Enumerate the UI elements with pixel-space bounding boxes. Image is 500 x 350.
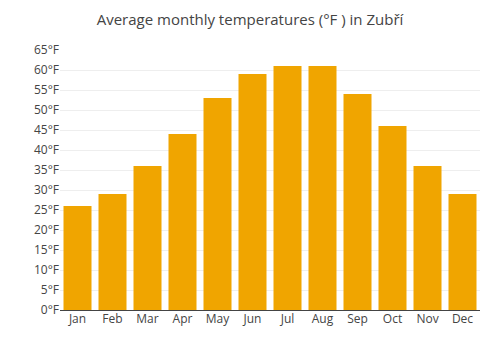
svg-text:65°F: 65°F — [34, 41, 59, 58]
svg-text:40°F: 40°F — [34, 141, 59, 158]
svg-text:10°F: 10°F — [34, 261, 59, 278]
svg-text:Mar: Mar — [136, 310, 158, 327]
svg-text:May: May — [206, 310, 230, 327]
svg-text:Jul: Jul — [280, 310, 295, 327]
svg-text:Jan: Jan — [68, 310, 86, 327]
svg-text:60°F: 60°F — [34, 61, 59, 78]
svg-text:45°F: 45°F — [34, 121, 59, 138]
svg-text:Average monthly temperatures (: Average monthly temperatures (°F ) in Zu… — [97, 9, 405, 29]
svg-text:Oct: Oct — [383, 310, 402, 327]
svg-text:15°F: 15°F — [34, 241, 59, 258]
svg-text:5°F: 5°F — [41, 281, 59, 298]
svg-text:Dec: Dec — [452, 310, 473, 327]
svg-text:35°F: 35°F — [34, 161, 59, 178]
svg-text:20°F: 20°F — [34, 221, 59, 238]
svg-text:Aug: Aug — [312, 310, 334, 327]
svg-text:50°F: 50°F — [34, 101, 59, 118]
svg-text:Jun: Jun — [243, 310, 262, 327]
svg-text:Feb: Feb — [102, 310, 122, 327]
svg-text:Apr: Apr — [173, 310, 193, 327]
svg-text:0°F: 0°F — [41, 301, 59, 318]
svg-text:Nov: Nov — [416, 310, 438, 327]
svg-text:30°F: 30°F — [34, 181, 59, 198]
svg-text:55°F: 55°F — [34, 81, 59, 98]
svg-text:Sep: Sep — [347, 310, 368, 327]
svg-text:25°F: 25°F — [34, 201, 59, 218]
